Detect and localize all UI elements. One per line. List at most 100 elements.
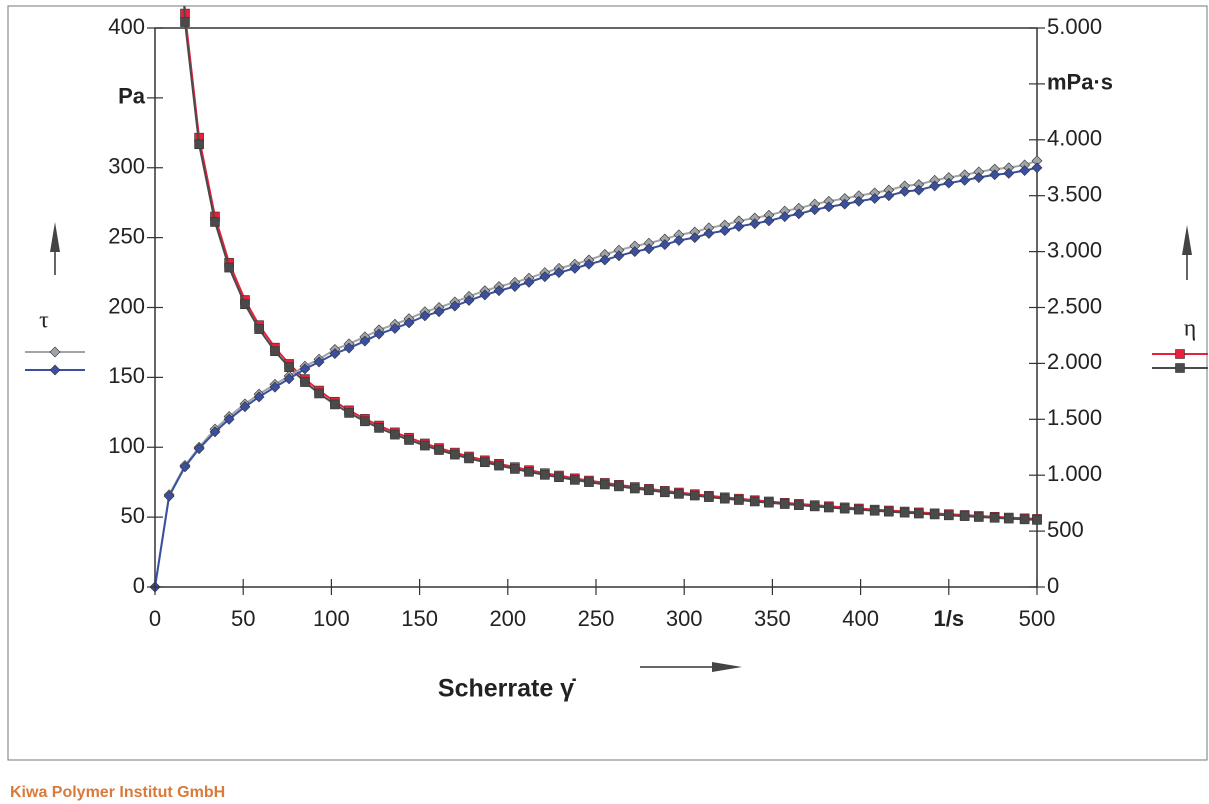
legend-marker — [49, 346, 61, 358]
x-tick-label: 400 — [842, 606, 879, 631]
data-point — [643, 243, 655, 255]
y-axis-label: τ — [39, 308, 49, 334]
data-point — [1003, 513, 1014, 524]
data-point — [644, 485, 654, 496]
y-tick-label: 100 — [108, 433, 145, 458]
data-point — [299, 363, 311, 375]
data-point — [239, 401, 251, 413]
data-point — [343, 342, 355, 354]
data-point — [300, 377, 310, 387]
data-point — [630, 483, 640, 494]
data-point — [510, 464, 520, 474]
data-point — [749, 496, 760, 507]
data-point — [480, 457, 490, 468]
data-point — [989, 512, 1000, 523]
legend-marker — [49, 364, 61, 376]
data-point — [1031, 162, 1043, 174]
legend-marker — [1175, 349, 1185, 359]
data-point — [403, 317, 415, 329]
data-point — [793, 208, 805, 220]
data-point — [540, 470, 550, 480]
x-tick-label: 100 — [313, 606, 350, 631]
data-point — [329, 348, 341, 360]
data-point — [493, 285, 505, 297]
data-point — [1019, 165, 1031, 176]
data-point — [659, 487, 670, 498]
y-tick-label: 0 — [133, 573, 145, 598]
x-tick-label: 200 — [489, 606, 526, 631]
plot-frame — [154, 27, 1038, 588]
data-point — [284, 362, 294, 373]
data-point — [569, 262, 581, 274]
data-point — [584, 477, 594, 487]
data-point — [929, 509, 940, 520]
x-tick-label: 1/s — [934, 606, 965, 631]
data-point — [554, 472, 564, 483]
data-point — [913, 184, 925, 196]
data-point — [209, 426, 221, 438]
y-tick-label: 300 — [108, 154, 145, 179]
data-point — [734, 495, 744, 505]
data-point — [869, 505, 880, 516]
y2-tick-label: 500 — [1047, 517, 1084, 542]
y-tick-label: 200 — [108, 293, 145, 318]
data-point — [824, 502, 834, 513]
data-point — [330, 399, 340, 410]
y2-tick-label: 2.500 — [1047, 293, 1102, 318]
data-point — [224, 262, 234, 273]
legend-marker — [1175, 363, 1185, 373]
data-point — [749, 218, 761, 230]
y2-tick-label: 1.000 — [1047, 461, 1102, 486]
data-point — [914, 508, 924, 519]
data-point — [463, 295, 475, 306]
data-point — [523, 276, 535, 288]
data-point — [1003, 167, 1015, 179]
y2-tick-label: mPa·s — [1047, 70, 1113, 95]
data-point — [703, 228, 715, 239]
data-point — [163, 490, 175, 502]
y2-arrow-head — [1182, 225, 1192, 255]
y2-axis-label: η — [1184, 316, 1197, 342]
data-point — [764, 497, 774, 508]
data-point — [884, 506, 894, 517]
data-point — [733, 221, 745, 232]
data-point — [1032, 515, 1042, 525]
data-point — [704, 492, 714, 502]
data-point — [823, 201, 835, 213]
data-point — [943, 177, 955, 189]
y2-tick-label: 2.000 — [1047, 349, 1102, 374]
data-point — [600, 479, 610, 490]
data-point — [254, 324, 264, 334]
data-point — [809, 501, 820, 512]
data-point — [479, 289, 491, 301]
data-point — [179, 461, 191, 473]
data-point — [344, 408, 354, 418]
x-tick-label: 150 — [401, 606, 438, 631]
data-point — [240, 299, 250, 310]
x-arrow-head — [712, 662, 742, 672]
data-point — [599, 254, 611, 266]
data-point — [419, 310, 431, 322]
data-point — [449, 300, 461, 312]
data-point — [193, 443, 205, 455]
y2-tick-label: 5.000 — [1047, 14, 1102, 39]
data-point — [570, 475, 580, 485]
data-point — [809, 204, 821, 216]
data-point — [404, 435, 414, 445]
data-point — [883, 190, 895, 202]
y-tick-label: 50 — [121, 503, 145, 528]
data-point — [1019, 514, 1030, 525]
data-point — [269, 381, 281, 393]
data-point — [629, 246, 641, 258]
data-point — [390, 429, 400, 440]
data-point — [464, 453, 474, 464]
data-point — [929, 180, 941, 192]
data-point — [270, 346, 280, 357]
data-point — [899, 507, 910, 518]
data-point — [763, 215, 775, 227]
data-point — [223, 413, 235, 425]
data-point — [210, 217, 220, 227]
data-point — [779, 211, 791, 223]
y2-tick-label: 3.500 — [1047, 182, 1102, 207]
data-point — [959, 174, 971, 186]
